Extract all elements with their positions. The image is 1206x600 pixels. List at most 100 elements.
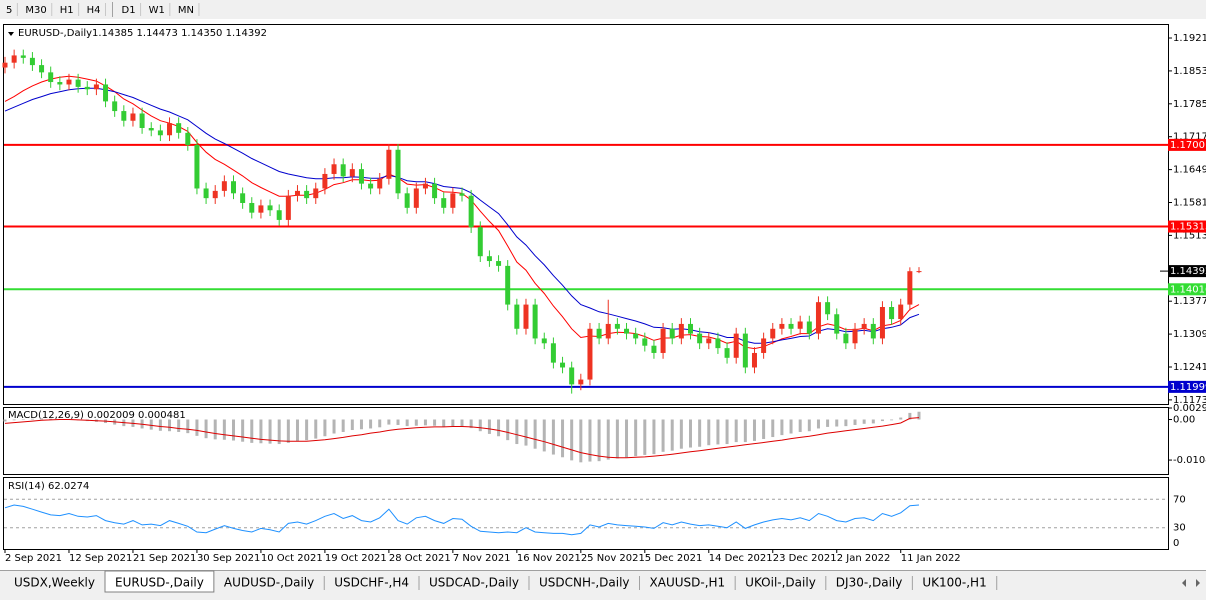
candle-body — [541, 338, 547, 344]
candle-body — [441, 198, 447, 208]
macd-bar — [268, 419, 272, 444]
macd-bar — [716, 419, 720, 445]
tab[interactable]: UKOil-,Daily — [745, 576, 816, 590]
candle-body — [834, 314, 840, 334]
macd-bar — [286, 419, 290, 443]
macd-bar — [149, 419, 153, 430]
candle-body — [879, 307, 885, 339]
candle-body — [815, 302, 821, 334]
macd-bar — [40, 418, 44, 420]
candle-body — [349, 169, 355, 177]
macd-bar — [679, 419, 683, 449]
candle-body — [852, 328, 858, 344]
macd-bar — [442, 419, 446, 427]
candle-body — [651, 345, 657, 353]
candle-body — [93, 84, 99, 90]
candle-body — [468, 195, 474, 228]
macd-bar — [359, 419, 363, 430]
candle-body — [916, 271, 922, 273]
candle-body — [477, 227, 483, 257]
candle-body — [550, 343, 556, 363]
candle-body — [514, 304, 520, 329]
macd-bar — [259, 419, 263, 444]
macd-bar — [341, 419, 345, 432]
timeframe-button[interactable]: H4 — [87, 5, 101, 16]
macd-bar — [579, 419, 583, 463]
level-price-box — [1168, 220, 1206, 233]
price-tick-label: 1.17850 — [1173, 99, 1206, 110]
candle-body — [742, 333, 748, 368]
candle-body — [751, 352, 757, 368]
candle-body — [395, 149, 401, 194]
candle-body — [304, 190, 310, 199]
last-price-label: 1.14392 — [1170, 266, 1206, 277]
macd-bar — [469, 419, 473, 429]
candle-body — [532, 304, 538, 339]
macd-bar — [332, 419, 336, 434]
level-price-box — [1168, 380, 1206, 393]
macd-bar — [634, 419, 638, 457]
macd-bar — [12, 419, 16, 421]
candle-body — [313, 188, 319, 199]
price-tick-label: 1.15810 — [1173, 198, 1206, 209]
date-label: 19 Oct 2021 — [325, 553, 387, 564]
date-label: 10 Oct 2021 — [261, 553, 323, 564]
timeframe-button[interactable]: 5 — [6, 5, 12, 16]
candle-body — [121, 111, 127, 121]
candle-body — [212, 190, 218, 199]
price-tick-label: 1.11730 — [1173, 395, 1206, 406]
candle-body — [861, 323, 867, 329]
macd-bar — [880, 419, 884, 422]
tab-background[interactable] — [104, 570, 215, 593]
candle-body — [130, 113, 136, 121]
candle-body — [404, 193, 410, 208]
tab[interactable]: XAUUSD-,H1 — [650, 576, 726, 590]
macd-bar — [908, 412, 912, 420]
macd-signal — [4, 417, 920, 459]
timeframe-button[interactable]: MN — [178, 5, 194, 16]
macd-bar — [725, 419, 729, 445]
symbol-menu-arrow[interactable] — [8, 32, 14, 36]
macd-bar — [570, 419, 574, 461]
macd-bar — [177, 419, 181, 432]
tab[interactable]: DJ30-,Daily — [836, 576, 903, 590]
timeframe-button[interactable]: M30 — [25, 5, 46, 16]
macd-bar — [862, 419, 866, 424]
macd-bar — [195, 419, 199, 436]
tab-scroll-left[interactable] — [1182, 579, 1186, 587]
tab[interactable]: USDCAD-,Daily — [429, 576, 519, 590]
candle-body — [267, 205, 273, 211]
tab[interactable]: UK100-,H1 — [922, 576, 986, 590]
tab[interactable]: AUDUSD-,Daily — [224, 576, 314, 590]
macd-bar — [780, 419, 784, 436]
timeframe-button[interactable]: D1 — [122, 5, 136, 16]
macd-bar — [762, 419, 766, 439]
macd-bar — [378, 419, 382, 428]
macd-bar — [295, 419, 299, 442]
tab[interactable]: EURUSD-,Daily — [115, 576, 204, 590]
candle-body — [450, 193, 456, 208]
tab[interactable]: USDCNH-,Daily — [539, 576, 630, 590]
tab[interactable]: USDCHF-,H4 — [334, 576, 409, 590]
timeframe-button[interactable]: H1 — [60, 5, 74, 16]
macd-bar — [853, 419, 857, 425]
level-price-label: 1.11999 — [1170, 382, 1206, 393]
macd-bar — [533, 419, 537, 449]
candle-body — [413, 188, 419, 208]
tab-scroll-right[interactable] — [1196, 579, 1200, 587]
candle-body — [322, 173, 328, 189]
macd-bar — [323, 419, 327, 437]
macd-bar — [314, 419, 318, 439]
chart-symbol: EURUSD-,Daily — [18, 28, 92, 39]
macd-bar — [515, 419, 519, 445]
price-tick-label: 1.19210 — [1173, 33, 1206, 44]
candle-body — [578, 379, 584, 385]
macd-bar — [871, 419, 875, 424]
timeframe-button[interactable]: W1 — [149, 5, 165, 16]
candle-body — [75, 79, 81, 87]
macd-bar — [689, 419, 692, 448]
macd-bar — [168, 419, 172, 432]
macd-bar — [213, 419, 217, 440]
date-label: 5 Dec 2021 — [645, 553, 703, 564]
tab[interactable]: USDX,Weekly — [14, 576, 95, 590]
